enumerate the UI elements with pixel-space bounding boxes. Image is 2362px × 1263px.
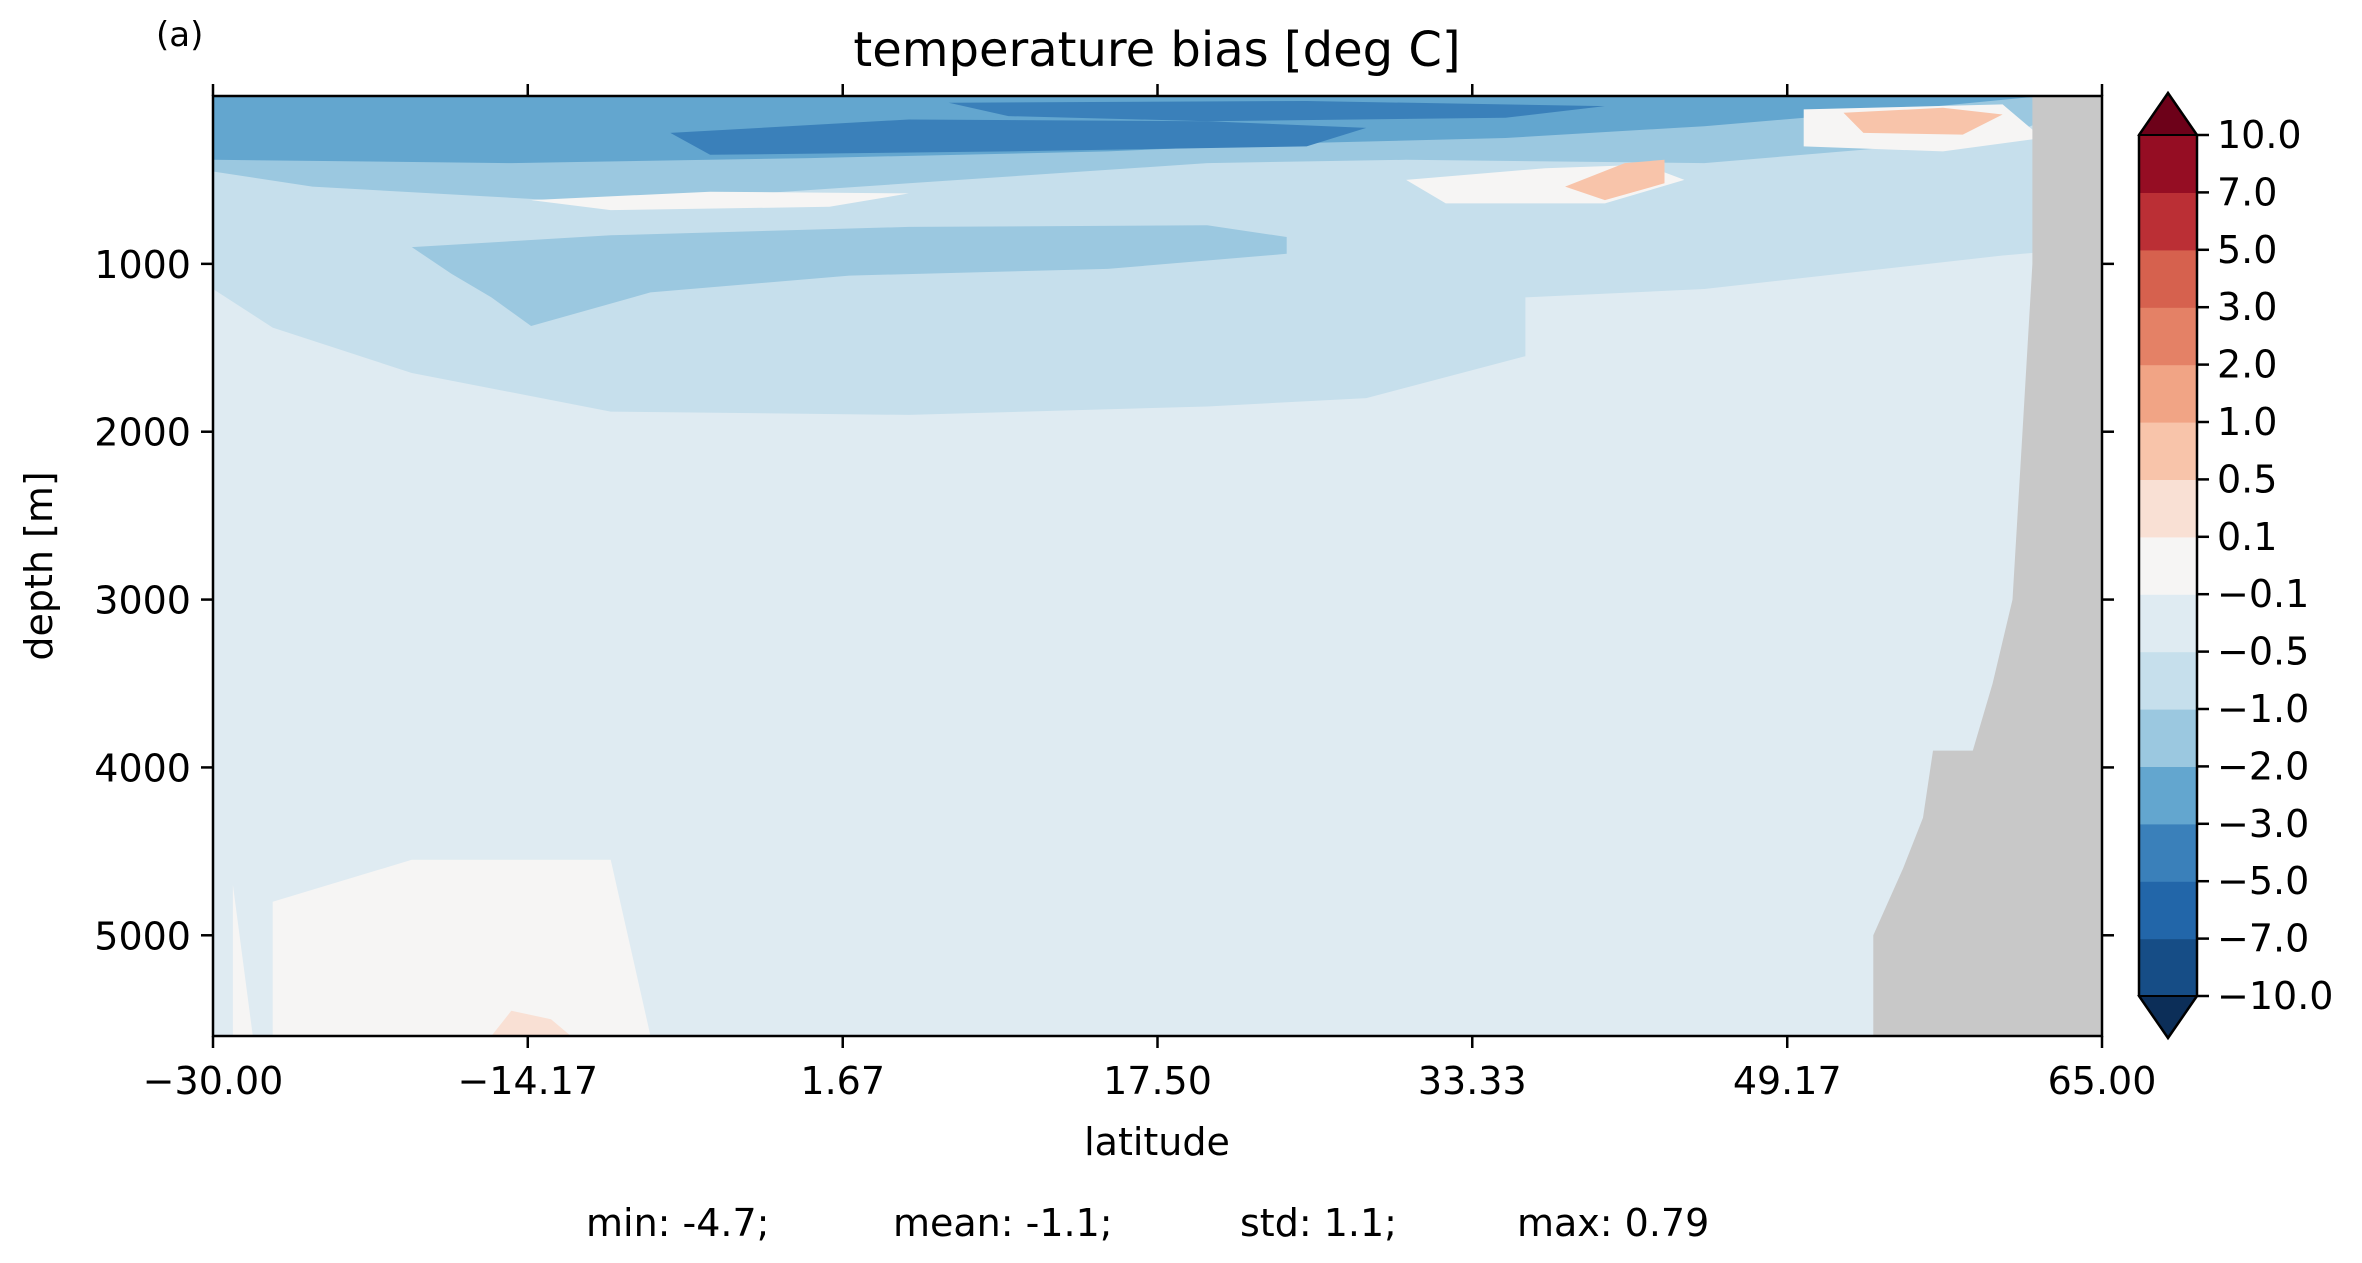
stat-std: std: 1.1;	[1240, 1201, 1397, 1245]
colorbar-tick-label: −3.0	[2217, 802, 2309, 846]
x-tick-label: 17.50	[1103, 1059, 1212, 1103]
colorbar-tick-label: 2.0	[2217, 343, 2277, 387]
contour-fill-warm-deep	[491, 1010, 571, 1036]
colorbar-segment	[2139, 938, 2197, 997]
land-mask	[1873, 96, 2102, 1036]
colorbar-tick-label: 0.5	[2217, 457, 2277, 501]
x-axis-label: latitude	[1084, 1120, 1230, 1164]
colorbar-segment	[2139, 536, 2197, 595]
x-tick-label: −14.17	[457, 1059, 598, 1103]
stats-line: min: -4.7; mean: -1.1; std: 1.1; max: 0.…	[586, 1201, 1709, 1245]
contour-fill-zero-lens	[531, 191, 909, 211]
contour-fill-warm-surface	[1843, 107, 2003, 135]
y-tick-label: 4000	[94, 746, 191, 790]
contour-plot-area	[213, 96, 2102, 1036]
y-axis: 1000 2000 3000 4000 5000	[94, 243, 2114, 958]
colorbar-tick-label: −7.0	[2217, 917, 2309, 961]
colorbar-tick-label: 7.0	[2217, 170, 2277, 214]
chart-title: temperature bias [deg C]	[853, 22, 1460, 78]
colorbar-segment	[2139, 307, 2197, 366]
colorbar-segment	[2139, 766, 2197, 825]
colorbar: −10.0 −7.0 −5.0 −3.0 −2.0 −1.0 −0.5 −0.1 0.1 0.5 1…	[2137, 90, 2333, 1041]
colorbar-tick-label: 1.0	[2217, 400, 2277, 444]
contour-fill-warm-mid	[1565, 159, 1665, 201]
y-tick-label: 3000	[94, 579, 191, 623]
stat-max: max: 0.79	[1517, 1201, 1709, 1245]
colorbar-extend-above	[2137, 91, 2199, 136]
colorbar-segment	[2139, 249, 2197, 308]
colorbar-tick-label: 10.0	[2217, 113, 2302, 157]
colorbar-tick-label: −5.0	[2217, 859, 2309, 903]
colorbar-tick-label: 0.1	[2217, 515, 2277, 559]
y-tick-label: 2000	[94, 411, 191, 455]
colorbar-segment	[2139, 422, 2197, 480]
colorbar-tick-label: −10.0	[2217, 974, 2333, 1018]
colorbar-tick-label: −2.0	[2217, 744, 2309, 788]
colorbar-segment	[2139, 479, 2197, 538]
contour-fill-zero-deep	[272, 859, 651, 1036]
panel-label: (a)	[156, 15, 203, 55]
colorbar-tick-label: 5.0	[2217, 228, 2277, 272]
x-tick-label: 1.67	[800, 1059, 885, 1103]
x-axis: −30.00 −14.17 1.67 17.50 33.33 49.17 65.00	[143, 84, 2157, 1103]
colorbar-segment	[2139, 709, 2197, 767]
stat-mean: mean: -1.1;	[893, 1201, 1113, 1245]
colorbar-segment	[2139, 135, 2197, 193]
colorbar-segment	[2139, 651, 2197, 710]
colorbar-tick-label: −0.5	[2217, 630, 2309, 674]
contour-fill-minus5-core2	[948, 101, 1605, 122]
colorbar-segment	[2139, 594, 2197, 653]
x-tick-label: 49.17	[1733, 1059, 1842, 1103]
y-tick-label: 1000	[94, 243, 191, 287]
y-tick-label: 5000	[94, 914, 191, 958]
x-tick-label: −30.00	[143, 1059, 284, 1103]
x-tick-label: 33.33	[1418, 1059, 1527, 1103]
colorbar-segment	[2139, 364, 2197, 423]
colorbar-extend-below	[2137, 995, 2199, 1040]
contour-fill-zero-edge	[232, 884, 253, 1036]
colorbar-segment	[2139, 823, 2197, 882]
colorbar-tick-label: −1.0	[2217, 687, 2309, 731]
colorbar-segment	[2139, 881, 2197, 940]
colorbar-tick-label: −0.1	[2217, 572, 2309, 616]
x-tick-label: 65.00	[2048, 1059, 2157, 1103]
colorbar-segment	[2139, 192, 2197, 251]
contour-fill-minus5-core	[670, 119, 1367, 155]
stat-min: min: -4.7;	[586, 1201, 770, 1245]
contour-fill-minus2-lens	[411, 225, 1287, 326]
colorbar-tick-label: 3.0	[2217, 285, 2277, 329]
y-axis-label: depth [m]	[17, 471, 61, 660]
